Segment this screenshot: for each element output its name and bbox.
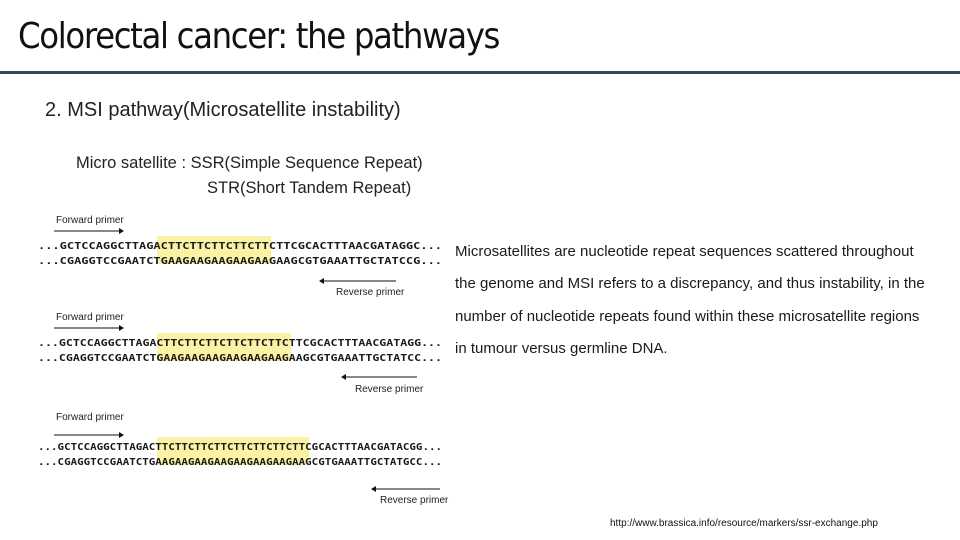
- ssr-sequence-figure: Forward primer ...GCTCCAGGCTTAGACTTCTTCT…: [34, 212, 450, 512]
- sequence-panel-3: Forward primer ...GCTCCAGGCTTAGACTTCTTCT…: [38, 412, 449, 506]
- forward-primer-label: Forward primer: [56, 312, 124, 323]
- top-strand-sequence: ...GCTCCAGGCTTAGACTTCTTCTTCTTCTTCTTCTTCT…: [38, 442, 442, 453]
- arrowhead-icon: [119, 228, 124, 234]
- reverse-primer-label: Reverse primer: [336, 287, 405, 298]
- top-strand-sequence: ...GCTCCAGGCTTAGACTTCTTCTTCTTCTTCTTCGCAC…: [38, 241, 442, 252]
- slide-subtitle: 2. MSI pathway(Microsatellite instabilit…: [45, 99, 401, 121]
- reverse-primer-label: Reverse primer: [355, 384, 424, 395]
- arrowhead-icon: [371, 486, 376, 492]
- top-strand-sequence: ...GCTCCAGGCTTAGACTTCTTCTTCTTCTTCTTCTTCG…: [38, 338, 442, 349]
- ssr-sequence-diagram: Forward primer ...GCTCCAGGCTTAGACTTCTTCT…: [38, 215, 449, 506]
- repeat-highlight: [157, 437, 309, 465]
- sequence-panel-1: Forward primer ...GCTCCAGGCTTAGACTTCTTCT…: [38, 215, 442, 298]
- definition-line-str: STR(Short Tandem Repeat): [207, 179, 412, 197]
- forward-primer-label: Forward primer: [56, 412, 124, 423]
- bottom-strand-sequence: ...CGAGGTCCGAATCTGAAGAAGAAGAAGAAGAAGAAGC…: [38, 353, 442, 364]
- arrowhead-icon: [119, 325, 124, 331]
- arrowhead-icon: [319, 278, 324, 284]
- definition-line-ssr: Micro satellite : SSR(Simple Sequence Re…: [76, 154, 423, 172]
- bottom-strand-sequence: ...CGAGGTCCGAATCTGAAGAAGAAGAAGAAGAAGCGTG…: [38, 256, 442, 267]
- title-divider: [0, 71, 960, 74]
- reverse-primer-label: Reverse primer: [380, 495, 449, 506]
- bottom-strand-sequence: ...CGAGGTCCGAATCTGAAGAAGAAGAAGAAGAAGAAGA…: [38, 457, 442, 468]
- sequence-panel-2: Forward primer ...GCTCCAGGCTTAGACTTCTTCT…: [38, 312, 442, 395]
- microsatellite-definition: Micro satellite : SSR(Simple Sequence Re…: [76, 151, 423, 201]
- arrowhead-icon: [341, 374, 346, 380]
- arrowhead-icon: [119, 432, 124, 438]
- msi-description: Microsatellites are nucleotide repeat se…: [455, 243, 925, 358]
- source-link[interactable]: http://www.brassica.info/resource/marker…: [610, 518, 878, 529]
- slide-title: Colorectal cancer: the pathways: [18, 16, 500, 57]
- repeat-highlight: [157, 236, 271, 264]
- repeat-highlight: [157, 333, 291, 361]
- forward-primer-label: Forward primer: [56, 215, 124, 226]
